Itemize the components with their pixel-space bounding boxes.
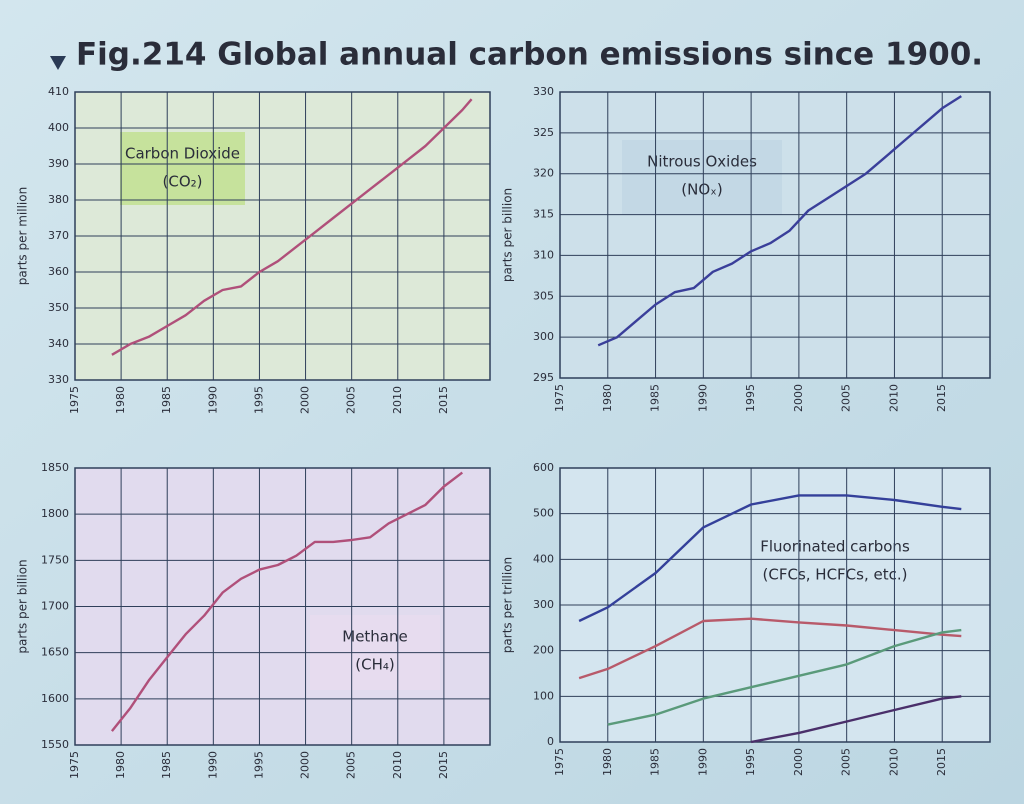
- x-tick-label: 1990: [206, 386, 219, 414]
- y-tick-label: 330: [48, 373, 69, 386]
- x-tick-label: 1995: [744, 384, 757, 412]
- y-tick-label: 1750: [41, 553, 69, 566]
- y-axis-label: parts per million: [16, 187, 30, 285]
- y-tick-label: 1700: [41, 600, 69, 613]
- annotation-box: [622, 140, 782, 215]
- y-tick-label: 340: [48, 337, 69, 350]
- y-tick-label: 410: [48, 85, 69, 98]
- annotation: (NOₓ): [681, 181, 722, 199]
- plot-frame: [559, 467, 991, 743]
- x-tick-label: 1980: [114, 751, 127, 779]
- y-tick-label: 325: [533, 126, 554, 139]
- x-tick-label: 2005: [840, 384, 853, 412]
- x-tick-label: 2010: [887, 384, 900, 412]
- plot-frame: [559, 91, 991, 379]
- y-tick-label: 100: [533, 689, 554, 702]
- x-tick-label: 2000: [299, 386, 312, 414]
- annotation: Methane: [342, 628, 408, 646]
- y-tick-label: 0: [547, 735, 554, 748]
- x-tick-label: 1995: [744, 748, 757, 776]
- x-tick-label: 2010: [391, 751, 404, 779]
- y-tick-label: 305: [533, 289, 554, 302]
- x-tick-label: 1990: [696, 384, 709, 412]
- y-tick-label: 315: [533, 208, 554, 221]
- y-tick-label: 350: [48, 301, 69, 314]
- data-line: [607, 628, 962, 726]
- x-tick-label: 1980: [601, 748, 614, 776]
- x-tick-label: 2010: [887, 748, 900, 776]
- data-line: [111, 98, 473, 356]
- y-tick-label: 370: [48, 229, 69, 242]
- y-tick-label: 360: [48, 265, 69, 278]
- x-tick-label: 1980: [601, 384, 614, 412]
- annotation: Nitrous Oxides: [647, 153, 757, 171]
- y-tick-label: 320: [533, 167, 554, 180]
- x-tick-label: 1975: [68, 386, 81, 414]
- y-tick-label: 1800: [41, 507, 69, 520]
- annotation: (CFCs, HCFCs, etc.): [763, 566, 908, 584]
- x-tick-label: 2005: [345, 751, 358, 779]
- title-bullet: [50, 56, 66, 70]
- y-tick-label: 400: [533, 552, 554, 565]
- y-tick-label: 600: [533, 461, 554, 474]
- plot-frame: [74, 467, 491, 746]
- y-tick-label: 200: [533, 644, 554, 657]
- y-tick-label: 500: [533, 507, 554, 520]
- plot-area: [560, 92, 990, 378]
- annotation-box: [120, 132, 245, 205]
- x-tick-label: 1975: [553, 384, 566, 412]
- data-line: [750, 695, 962, 744]
- data-line: [578, 617, 962, 680]
- x-tick-label: 2000: [299, 751, 312, 779]
- x-tick-label: 2015: [935, 748, 948, 776]
- y-tick-label: 295: [533, 371, 554, 384]
- data-line: [597, 95, 962, 347]
- y-axis-label: parts per trillion: [501, 557, 515, 653]
- y-tick-label: 390: [48, 157, 69, 170]
- x-tick-label: 1985: [649, 384, 662, 412]
- y-tick-label: 1850: [41, 461, 69, 474]
- x-tick-label: 2015: [437, 386, 450, 414]
- x-tick-label: 2010: [391, 386, 404, 414]
- y-axis-label: parts per billion: [501, 188, 515, 282]
- annotation: (CO₂): [163, 173, 203, 191]
- x-tick-label: 2005: [840, 748, 853, 776]
- y-tick-label: 300: [533, 330, 554, 343]
- plot-frame: [74, 91, 491, 381]
- x-tick-label: 1990: [206, 751, 219, 779]
- x-tick-label: 1985: [160, 386, 173, 414]
- x-tick-label: 2015: [437, 751, 450, 779]
- data-line: [578, 494, 962, 623]
- x-tick-label: 1990: [696, 748, 709, 776]
- y-tick-label: 1650: [41, 646, 69, 659]
- x-tick-label: 1980: [114, 386, 127, 414]
- y-tick-label: 380: [48, 193, 69, 206]
- x-tick-label: 1985: [160, 751, 173, 779]
- y-tick-label: 1550: [41, 738, 69, 751]
- data-line: [110, 471, 464, 732]
- x-tick-label: 2000: [792, 384, 805, 412]
- y-tick-label: 400: [48, 121, 69, 134]
- annotation: Fluorinated carbons: [760, 538, 910, 556]
- annotation: Carbon Dioxide: [125, 145, 240, 163]
- x-tick-label: 2005: [345, 386, 358, 414]
- x-tick-label: 1985: [649, 748, 662, 776]
- x-tick-label: 2000: [792, 748, 805, 776]
- x-tick-label: 1975: [553, 748, 566, 776]
- x-tick-label: 2015: [935, 384, 948, 412]
- x-tick-label: 1995: [252, 386, 265, 414]
- annotation: (CH₄): [355, 656, 394, 674]
- slide-title: Fig.214 Global annual carbon emissions s…: [76, 37, 983, 73]
- x-tick-label: 1995: [252, 751, 265, 779]
- y-tick-label: 330: [533, 85, 554, 98]
- y-tick-label: 300: [533, 598, 554, 611]
- y-tick-label: 310: [533, 248, 554, 261]
- y-tick-label: 1600: [41, 692, 69, 705]
- y-axis-label: parts per billion: [16, 559, 30, 653]
- x-tick-label: 1975: [68, 751, 81, 779]
